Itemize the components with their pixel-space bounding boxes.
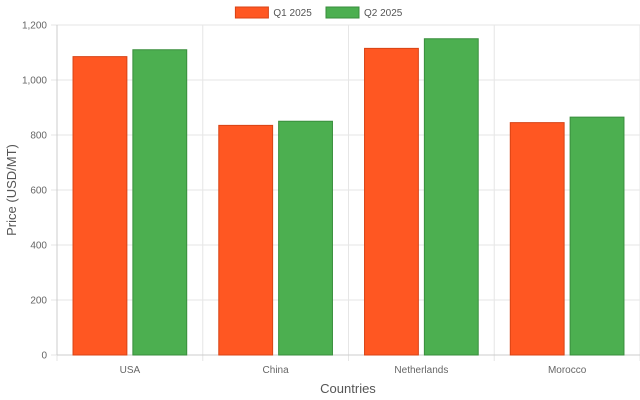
bar <box>278 120 333 356</box>
legend-swatch <box>234 6 269 19</box>
y-tick-label: 800 <box>30 131 47 142</box>
bar <box>364 47 419 356</box>
y-tick-label: 200 <box>30 296 47 307</box>
x-axis-title: Countries <box>320 381 376 396</box>
bar <box>423 38 479 356</box>
y-tick-label: 600 <box>30 186 47 197</box>
bar <box>72 56 128 356</box>
y-tick-label: 1,000 <box>22 76 47 87</box>
legend-label: Q1 2025 <box>273 8 312 19</box>
bar <box>569 116 625 356</box>
axes: 0 200 400 600 800 1,000 1,200 USA China Netherlan… <box>22 21 640 376</box>
y-tick-label: 0 <box>41 351 47 362</box>
bar <box>132 49 188 356</box>
x-tick-label: Netherlands <box>394 365 448 376</box>
bar <box>509 122 565 356</box>
x-tick-label: USA <box>120 365 141 376</box>
legend: Q1 2025 Q2 2025 <box>234 6 403 19</box>
x-tick-label: Morocco <box>548 365 587 376</box>
x-tick-label: China <box>263 365 290 376</box>
y-tick-label: 1,200 <box>22 21 47 32</box>
legend-label: Q2 2025 <box>364 8 403 19</box>
y-tick-label: 400 <box>30 241 47 252</box>
bar <box>218 124 274 356</box>
bars <box>72 38 625 356</box>
y-axis-title: Price (USD/MT) <box>4 144 19 236</box>
legend-swatch <box>325 6 360 19</box>
